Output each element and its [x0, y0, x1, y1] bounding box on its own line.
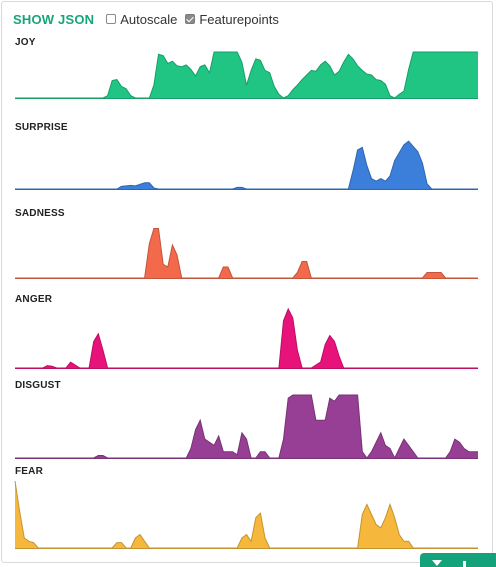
- toolbar: SHOW JSON Autoscale Featurepoints: [13, 10, 287, 28]
- surprise-chart-panel: SURPRISE: [0, 122, 492, 190]
- featurepoints-toggle[interactable]: Featurepoints: [185, 12, 279, 27]
- show-json-button[interactable]: SHOW JSON: [13, 11, 95, 27]
- chevron-down-icon: [432, 560, 442, 566]
- series-line: [15, 307, 478, 369]
- series-area: [15, 141, 478, 189]
- autoscale-toggle[interactable]: Autoscale: [106, 12, 177, 27]
- series-area: [15, 481, 478, 548]
- anger-chart: [15, 307, 478, 369]
- chart-title: JOY: [15, 37, 36, 48]
- chart-title: SURPRISE: [15, 122, 68, 133]
- series-area: [15, 228, 478, 278]
- featurepoints-checkbox[interactable]: [185, 14, 196, 24]
- series-area: [15, 52, 478, 98]
- featurepoints-label: Featurepoints: [199, 11, 279, 27]
- series-area: [15, 395, 478, 458]
- sadness-chart-panel: SADNESS: [0, 208, 492, 279]
- surprise-chart: [15, 140, 478, 190]
- autoscale-label: Autoscale: [120, 11, 178, 27]
- handle-icon: [463, 561, 466, 567]
- chart-title: SADNESS: [15, 208, 65, 219]
- chart-title: ANGER: [15, 294, 53, 305]
- joy-chart-panel: JOY: [0, 37, 492, 99]
- series-area: [15, 309, 478, 368]
- disgust-chart: [15, 394, 478, 460]
- fear-chart-panel: FEAR: [0, 466, 492, 549]
- fear-chart: [14, 480, 478, 549]
- chart-title: DISGUST: [15, 380, 61, 391]
- disgust-chart-panel: DISGUST: [0, 380, 492, 460]
- autoscale-checkbox[interactable]: [106, 14, 117, 24]
- series-line: [15, 228, 478, 279]
- expand-tab[interactable]: [420, 553, 496, 567]
- sadness-chart: [15, 228, 478, 279]
- joy-chart: [15, 51, 478, 99]
- anger-chart-panel: ANGER: [0, 294, 492, 369]
- chart-title: FEAR: [15, 466, 44, 477]
